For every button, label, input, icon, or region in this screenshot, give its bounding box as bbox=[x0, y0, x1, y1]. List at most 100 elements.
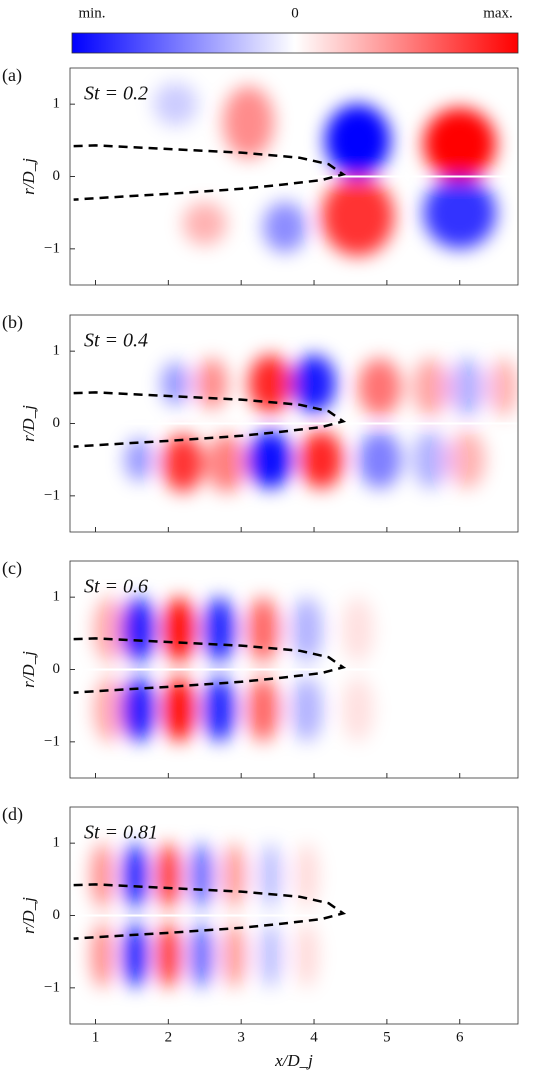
field-blob bbox=[488, 358, 518, 417]
panel: −1 0 1 (b) St = 0.4 r/D_j bbox=[2, 312, 519, 533]
colorbar bbox=[71, 32, 519, 54]
y-tick-label: −1 bbox=[44, 979, 60, 995]
x-tick-label: 5 bbox=[383, 1029, 391, 1045]
panel-label: (a) bbox=[2, 65, 22, 86]
field-blob bbox=[423, 107, 497, 181]
field-blob bbox=[124, 437, 154, 482]
field-blob bbox=[423, 176, 497, 249]
y-tick-label: 0 bbox=[53, 168, 61, 184]
field-blob bbox=[123, 922, 148, 988]
field bbox=[70, 597, 518, 742]
field-blob bbox=[290, 676, 323, 742]
field-blob bbox=[189, 922, 213, 988]
field-blob bbox=[206, 434, 248, 493]
field-blob bbox=[357, 358, 402, 417]
field-blob bbox=[203, 597, 236, 663]
field-blob bbox=[162, 434, 204, 493]
y-tick-label: 0 bbox=[53, 661, 61, 677]
field-blob bbox=[292, 354, 336, 413]
field-blob bbox=[248, 430, 293, 489]
field-blob bbox=[182, 201, 227, 246]
y-tick-label: 1 bbox=[53, 835, 61, 851]
field bbox=[70, 354, 518, 493]
y-tick-label: 0 bbox=[53, 415, 61, 431]
panel: −1 0 1 1 2 3 4 5 6 (d) St = 0.81 r/D_j x/D_j bbox=[2, 804, 519, 1070]
panel: −1 0 1 (c) St = 0.6 r/D_j bbox=[2, 558, 519, 779]
x-tick-label: 2 bbox=[165, 1029, 173, 1045]
y-tick-label: 0 bbox=[53, 907, 61, 923]
panel-label: (d) bbox=[2, 804, 23, 825]
colorbar-label: min. bbox=[78, 5, 105, 21]
y-tick-label: 1 bbox=[53, 343, 61, 359]
field-blob bbox=[222, 86, 274, 159]
y-tick-label: 1 bbox=[53, 96, 61, 112]
annotation: St = 0.6 bbox=[84, 576, 148, 598]
colorbar-label: 0 bbox=[291, 5, 299, 21]
annotation: St = 0.81 bbox=[84, 822, 158, 844]
core-boundary bbox=[73, 883, 347, 940]
field-blob bbox=[290, 597, 323, 663]
y-axis-label: r/D_j bbox=[19, 405, 38, 442]
field-blob bbox=[258, 922, 282, 988]
colorbar-label: max. bbox=[483, 5, 513, 21]
x-tick-label: 3 bbox=[237, 1029, 245, 1045]
y-tick-label: −1 bbox=[44, 240, 60, 256]
field-blob bbox=[156, 843, 180, 909]
field-blob bbox=[222, 843, 246, 909]
field bbox=[70, 843, 518, 988]
field-blob bbox=[295, 843, 319, 909]
field-blob bbox=[321, 176, 395, 257]
field-blob bbox=[258, 843, 282, 909]
field-blob bbox=[247, 676, 280, 742]
annotation: St = 0.2 bbox=[84, 83, 148, 105]
field-blob bbox=[247, 597, 280, 663]
field-blob bbox=[341, 597, 374, 663]
field-blob bbox=[161, 362, 191, 406]
field-blob bbox=[222, 922, 246, 988]
field-blob bbox=[203, 676, 236, 742]
y-axis-label: r/D_j bbox=[19, 158, 38, 195]
field-blob bbox=[94, 597, 127, 663]
field-blob bbox=[412, 430, 449, 489]
field-blob bbox=[123, 843, 148, 909]
field-blob bbox=[163, 597, 196, 663]
y-tick-label: 1 bbox=[53, 589, 61, 605]
y-tick-label: −1 bbox=[44, 487, 60, 503]
field-blob bbox=[163, 676, 196, 742]
field-blob bbox=[91, 843, 115, 909]
x-tick-label: 4 bbox=[310, 1029, 318, 1045]
y-axis-label: r/D_j bbox=[19, 651, 38, 688]
field-blob bbox=[153, 82, 198, 126]
field-blob bbox=[263, 201, 307, 253]
x-tick-label: 1 bbox=[92, 1029, 100, 1045]
field-blob bbox=[189, 843, 213, 909]
field-blob bbox=[248, 354, 293, 413]
y-axis-label: r/D_j bbox=[19, 897, 38, 934]
field bbox=[70, 82, 518, 257]
x-tick-label: 6 bbox=[456, 1029, 464, 1045]
field-blob bbox=[341, 676, 374, 742]
core-boundary bbox=[73, 637, 347, 694]
x-axis-label: x/D_j bbox=[274, 1051, 313, 1070]
panel-label: (c) bbox=[2, 558, 22, 579]
core-boundary bbox=[73, 391, 347, 448]
field-blob bbox=[156, 922, 180, 988]
annotation: St = 0.4 bbox=[84, 330, 148, 352]
field-blob bbox=[123, 676, 156, 742]
field-blob bbox=[295, 922, 319, 988]
field-blob bbox=[357, 430, 402, 489]
y-tick-label: −1 bbox=[44, 733, 60, 749]
field-blob bbox=[412, 358, 449, 417]
field-blob bbox=[123, 597, 156, 663]
field-blob bbox=[91, 922, 115, 988]
field-blob bbox=[94, 676, 127, 742]
field-blob bbox=[196, 358, 229, 410]
core-boundary bbox=[73, 144, 347, 201]
field-blob bbox=[299, 430, 344, 489]
field-blob bbox=[448, 430, 486, 489]
field-blob bbox=[448, 358, 486, 417]
field-blob bbox=[324, 104, 391, 177]
panel: −1 0 1 (a) St = 0.2 r/D_j bbox=[2, 65, 519, 286]
panel-label: (b) bbox=[2, 312, 23, 333]
